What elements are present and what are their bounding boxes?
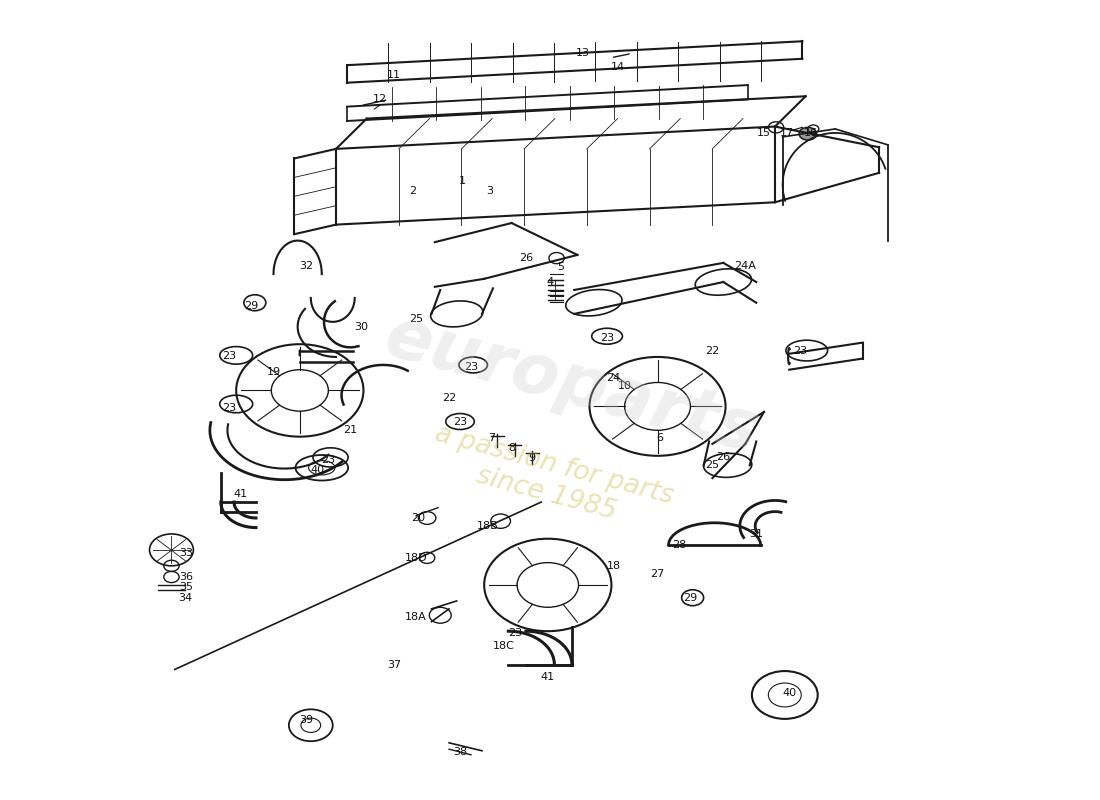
Text: 22: 22 (705, 346, 719, 355)
Text: 8: 8 (508, 443, 515, 453)
Text: 33: 33 (178, 548, 192, 558)
Text: 9: 9 (528, 453, 535, 463)
Text: 21: 21 (343, 426, 358, 435)
Text: 26: 26 (716, 452, 730, 462)
Text: 24: 24 (606, 373, 620, 382)
Text: 22: 22 (442, 394, 456, 403)
Text: 17: 17 (780, 128, 794, 138)
Text: 23: 23 (793, 346, 807, 355)
Text: 16: 16 (804, 128, 818, 138)
Text: 5: 5 (558, 262, 564, 272)
Text: 18C: 18C (493, 641, 515, 650)
Text: 28: 28 (672, 540, 686, 550)
Text: 10: 10 (617, 381, 631, 390)
Text: 39: 39 (299, 715, 314, 726)
Text: 40: 40 (782, 688, 796, 698)
Text: 41: 41 (541, 673, 554, 682)
Text: 29: 29 (683, 593, 697, 602)
Text: 23: 23 (508, 628, 522, 638)
Text: 11: 11 (387, 70, 402, 80)
Text: 23: 23 (453, 418, 468, 427)
Text: 34: 34 (178, 593, 192, 602)
Text: 4: 4 (547, 277, 553, 287)
Text: 40: 40 (310, 465, 324, 475)
Text: 13: 13 (576, 48, 590, 58)
Text: 19: 19 (266, 367, 280, 377)
Circle shape (799, 127, 816, 140)
Text: 36: 36 (178, 572, 192, 582)
Text: 26: 26 (519, 253, 532, 263)
Text: 30: 30 (354, 322, 368, 332)
Text: 37: 37 (387, 660, 402, 670)
Text: a passion for parts
since 1985: a passion for parts since 1985 (424, 421, 676, 538)
Text: 25: 25 (705, 460, 719, 470)
Text: 7: 7 (488, 434, 495, 443)
Text: 27: 27 (650, 569, 664, 578)
Text: 15: 15 (757, 128, 771, 138)
Text: 18A: 18A (405, 612, 427, 622)
Text: 32: 32 (299, 261, 314, 271)
Text: 41: 41 (233, 489, 248, 499)
Text: 12: 12 (373, 94, 387, 104)
Text: 23: 23 (321, 454, 336, 465)
Text: 2: 2 (409, 186, 417, 196)
Text: 20: 20 (411, 513, 426, 523)
Text: 18D: 18D (405, 553, 428, 563)
Text: europarts: europarts (377, 302, 766, 466)
Text: 3: 3 (486, 186, 493, 196)
Text: 23: 23 (464, 362, 478, 371)
Text: 18B: 18B (476, 521, 498, 531)
Text: 25: 25 (409, 314, 424, 324)
Text: 1: 1 (459, 176, 465, 186)
Text: 6: 6 (657, 434, 663, 443)
Text: 38: 38 (453, 747, 468, 758)
Text: 23: 23 (600, 333, 614, 343)
Text: 23: 23 (222, 351, 236, 361)
Text: 31: 31 (749, 529, 763, 539)
Text: 29: 29 (244, 301, 258, 311)
Text: 35: 35 (178, 582, 192, 592)
Text: 23: 23 (222, 403, 236, 413)
Text: 24A: 24A (735, 261, 756, 271)
Text: 18: 18 (606, 561, 620, 571)
Text: 14: 14 (610, 62, 625, 72)
